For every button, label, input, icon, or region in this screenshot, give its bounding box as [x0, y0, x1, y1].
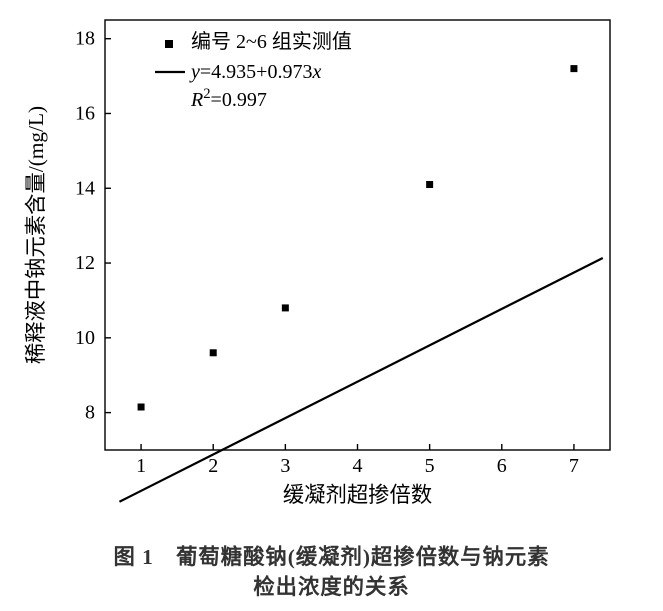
data-point	[282, 304, 289, 311]
figure-caption-line2: 检出浓度的关系	[0, 570, 663, 601]
x-tick-label: 6	[497, 455, 507, 477]
x-tick-label: 7	[569, 455, 579, 477]
legend-series-label: 编号 2~6 组实测值	[191, 30, 352, 53]
data-point	[138, 404, 145, 411]
legend-equation: y=4.935+0.973x	[189, 61, 321, 83]
y-tick-label: 14	[75, 177, 95, 199]
y-axis-label: 稀释液中钠元素含量/(mg/L)	[24, 106, 48, 364]
data-point	[210, 349, 217, 356]
figure-wrap: 123456781012141618缓凝剂超掺倍数稀释液中钠元素含量/(mg/L…	[0, 0, 663, 611]
y-tick-label: 10	[75, 327, 95, 349]
y-tick-label: 16	[75, 102, 95, 124]
x-tick-label: 3	[280, 455, 290, 477]
x-tick-label: 1	[136, 455, 146, 477]
legend-marker-icon	[165, 40, 173, 48]
x-tick-label: 5	[425, 455, 435, 477]
x-tick-label: 4	[353, 455, 363, 477]
x-tick-label: 2	[208, 455, 218, 477]
y-tick-label: 18	[75, 28, 95, 50]
x-axis-label: 缓凝剂超掺倍数	[283, 483, 432, 507]
data-point	[570, 65, 577, 72]
chart-svg: 123456781012141618缓凝剂超掺倍数稀释液中钠元素含量/(mg/L…	[0, 0, 663, 530]
y-tick-label: 12	[75, 252, 95, 274]
figure-caption-line1: 图 1 葡萄糖酸钠(缓凝剂)超掺倍数与钠元素	[0, 540, 663, 571]
data-point	[426, 181, 433, 188]
y-tick-label: 8	[85, 402, 95, 424]
legend-r2: R2=0.997	[190, 86, 267, 111]
